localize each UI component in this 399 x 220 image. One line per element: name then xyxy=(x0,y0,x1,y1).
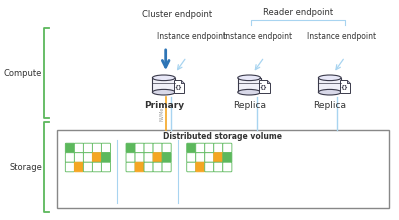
Polygon shape xyxy=(267,79,270,82)
FancyBboxPatch shape xyxy=(162,153,171,162)
Text: Distributed storage volume: Distributed storage volume xyxy=(163,132,282,141)
Text: Compute: Compute xyxy=(4,68,42,77)
FancyBboxPatch shape xyxy=(101,162,111,172)
FancyBboxPatch shape xyxy=(153,162,162,172)
Ellipse shape xyxy=(238,89,261,95)
FancyBboxPatch shape xyxy=(153,143,162,153)
FancyBboxPatch shape xyxy=(83,143,93,153)
FancyBboxPatch shape xyxy=(144,153,153,162)
Text: Instance endpoint: Instance endpoint xyxy=(157,32,226,41)
Text: Replica: Replica xyxy=(233,101,266,110)
FancyBboxPatch shape xyxy=(65,162,75,172)
FancyBboxPatch shape xyxy=(153,153,162,162)
FancyBboxPatch shape xyxy=(187,143,196,153)
Ellipse shape xyxy=(152,89,175,95)
FancyBboxPatch shape xyxy=(74,162,83,172)
FancyBboxPatch shape xyxy=(83,162,93,172)
FancyBboxPatch shape xyxy=(162,143,171,153)
FancyBboxPatch shape xyxy=(205,143,214,153)
FancyBboxPatch shape xyxy=(135,153,144,162)
FancyBboxPatch shape xyxy=(126,162,135,172)
FancyBboxPatch shape xyxy=(205,153,214,162)
FancyBboxPatch shape xyxy=(92,162,101,172)
FancyBboxPatch shape xyxy=(135,162,144,172)
Text: {}: {} xyxy=(174,84,182,90)
Text: Reader endpoint: Reader endpoint xyxy=(263,8,333,17)
Polygon shape xyxy=(181,79,184,82)
Text: Instance endpoint: Instance endpoint xyxy=(306,32,376,41)
FancyBboxPatch shape xyxy=(144,143,153,153)
FancyBboxPatch shape xyxy=(92,143,101,153)
Ellipse shape xyxy=(318,75,341,81)
FancyBboxPatch shape xyxy=(92,153,101,162)
FancyBboxPatch shape xyxy=(196,143,205,153)
FancyBboxPatch shape xyxy=(238,78,261,92)
FancyBboxPatch shape xyxy=(223,143,232,153)
FancyBboxPatch shape xyxy=(126,143,135,153)
Polygon shape xyxy=(347,79,350,82)
Polygon shape xyxy=(340,79,350,92)
Ellipse shape xyxy=(238,75,261,81)
FancyBboxPatch shape xyxy=(214,162,223,172)
FancyBboxPatch shape xyxy=(101,143,111,153)
FancyBboxPatch shape xyxy=(187,162,196,172)
FancyBboxPatch shape xyxy=(126,153,135,162)
FancyBboxPatch shape xyxy=(152,78,175,92)
FancyBboxPatch shape xyxy=(196,162,205,172)
Ellipse shape xyxy=(318,89,341,95)
FancyBboxPatch shape xyxy=(205,162,214,172)
Text: Replica: Replica xyxy=(313,101,346,110)
FancyBboxPatch shape xyxy=(57,130,389,208)
FancyBboxPatch shape xyxy=(223,162,232,172)
Polygon shape xyxy=(259,79,270,92)
Ellipse shape xyxy=(152,75,175,81)
FancyBboxPatch shape xyxy=(214,153,223,162)
FancyBboxPatch shape xyxy=(162,162,171,172)
Text: Instance endpoint: Instance endpoint xyxy=(223,32,292,41)
FancyBboxPatch shape xyxy=(65,143,75,153)
FancyBboxPatch shape xyxy=(135,143,144,153)
FancyBboxPatch shape xyxy=(74,153,83,162)
FancyBboxPatch shape xyxy=(74,143,83,153)
FancyBboxPatch shape xyxy=(187,153,196,162)
Text: Cluster endpoint: Cluster endpoint xyxy=(142,10,212,19)
FancyBboxPatch shape xyxy=(214,143,223,153)
FancyBboxPatch shape xyxy=(83,153,93,162)
Text: {}: {} xyxy=(340,84,348,90)
FancyBboxPatch shape xyxy=(196,153,205,162)
FancyBboxPatch shape xyxy=(144,162,153,172)
Text: {}: {} xyxy=(259,84,267,90)
Polygon shape xyxy=(174,79,184,92)
FancyBboxPatch shape xyxy=(318,78,341,92)
Text: Primary: Primary xyxy=(144,101,184,110)
Text: Storage: Storage xyxy=(10,163,42,172)
FancyBboxPatch shape xyxy=(101,153,111,162)
FancyBboxPatch shape xyxy=(223,153,232,162)
FancyBboxPatch shape xyxy=(65,153,75,162)
Text: NVMe: NVMe xyxy=(159,106,164,121)
